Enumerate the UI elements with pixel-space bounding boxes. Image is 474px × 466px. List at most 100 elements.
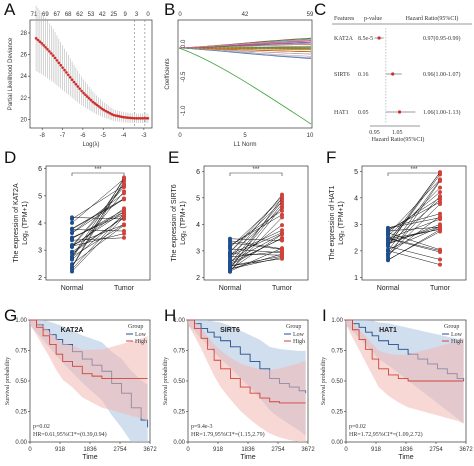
deviance-point [44, 46, 47, 49]
legend-title: Group [128, 324, 143, 330]
x-tick-label: -4 [121, 133, 127, 139]
y-tick-label: 2 [354, 248, 358, 255]
pair-line [387, 203, 441, 256]
tumor-point [438, 178, 442, 183]
deviance-point [57, 61, 61, 65]
pair-line [229, 206, 283, 272]
y-tick-label: 6 [196, 169, 200, 176]
pair-line [229, 253, 283, 256]
panel-g-letter: G [4, 306, 18, 325]
y-tick-label: 0.50 [173, 379, 185, 385]
pair-line [229, 198, 283, 248]
x-tick-label: 10 [307, 133, 314, 139]
y-axis-label: The expression of HAT1 [329, 185, 336, 260]
y-tick-label: -1.0 [181, 105, 187, 116]
y-tick-label: 22 [20, 96, 27, 102]
y-tick-label: 26 [20, 53, 27, 59]
deviance-point [55, 59, 59, 62]
p-value: 8.5e-5 [358, 36, 373, 42]
x-tick-label: 3672 [301, 447, 315, 453]
panel-b-chart: 0 42 59 0 5 10 -1.0 -0.5 0.0 L1 Norm Coefficients [165, 12, 314, 148]
deviance-point [76, 85, 80, 88]
normal-point [70, 254, 74, 259]
deviance-point [59, 63, 63, 67]
pair-line [71, 198, 125, 229]
coefficient-path [178, 43, 312, 49]
hazard-ratio: HR=0.61,95%CI*=(0.39,0.94) [33, 431, 107, 438]
pair-line [387, 237, 441, 251]
top-tick-label: 71 [31, 12, 38, 18]
p-value: p=9.4e-3 [191, 424, 213, 430]
pair-line [387, 191, 441, 236]
panel-e-letter: E [168, 148, 180, 167]
top-tick-label: 9 [124, 12, 128, 18]
normal-point [228, 253, 232, 258]
feature-label: HAT1 [334, 110, 349, 116]
x-tick-label: 1836 [241, 447, 255, 453]
panel-c-forest-plot: Features p-value Hazard Ratio(95%CI) KAT2A 8… [332, 15, 472, 143]
legend-label-low: Low [293, 332, 305, 338]
survival-curve [30, 319, 148, 380]
normal-point [386, 258, 390, 263]
y-tick-label: 1.00 [15, 318, 27, 324]
y-tick-label: 1.00 [173, 318, 185, 324]
deviance-point [97, 104, 100, 108]
x-tick-label: 1836 [399, 447, 413, 453]
group-label: Normal [377, 285, 400, 292]
hazard-ratio-text: 0.97(0.95-0.99) [423, 35, 461, 42]
pair-line [71, 225, 125, 265]
tumor-point [280, 230, 284, 235]
deviance-point [82, 91, 85, 95]
x-axis-label: Log(λ) [82, 142, 99, 148]
y-axis-label: The expression of KAT2A [13, 183, 20, 263]
deviance-point [46, 48, 49, 51]
panel-f-paired-plot: 1 2 3 4 5 Normal Tumor The expression of HAT1 Lo… [329, 165, 467, 292]
pair-line [229, 240, 283, 250]
pair-line [387, 232, 441, 250]
pair-line [229, 203, 283, 268]
y-tick-label: 5 [196, 195, 200, 202]
y-axis-label: Log₂ (TPM+1) [22, 201, 29, 245]
x-tick-label: 5 [243, 133, 247, 139]
plot-frame [177, 19, 313, 129]
pair-line [387, 179, 441, 252]
pair-line [229, 229, 283, 255]
significance-stars: *** [252, 167, 260, 173]
pair-line [71, 185, 125, 220]
plot-frame [29, 19, 153, 129]
pair-line [71, 193, 125, 233]
panel-b: B 0 42 59 0 5 10 -1.0 -0.5 0.0 L1 Norm Coefficient… [160, 0, 320, 148]
pair-line [387, 229, 441, 261]
deviance-point [42, 44, 45, 47]
panel-h-km-plot: 0 918 1836 2754 3672 0.00 0.25 0.50 0.75 1.00 Time… [163, 318, 315, 461]
pair-line [229, 214, 283, 246]
panel-f-letter: F [326, 148, 337, 167]
pair-line [229, 224, 283, 262]
y-tick-label: -0.5 [181, 71, 187, 82]
normal-point [386, 243, 390, 248]
tumor-point [438, 194, 442, 199]
y-tick-label: 0.75 [331, 349, 343, 355]
deviance-point [85, 95, 89, 98]
y-tick-label: 0.25 [331, 410, 343, 416]
deviance-point [78, 87, 81, 90]
y-tick-label: 0.0 [181, 39, 187, 48]
pair-line [229, 237, 283, 266]
x-tick-label: 2754 [429, 447, 443, 453]
tumor-point [122, 229, 126, 234]
y-axis-label: Survival probability [163, 357, 169, 405]
y-tick-label: 0.00 [15, 440, 27, 446]
panel-h: H 0 918 1836 2754 3672 0.00 0.25 0.50 0.75 1.00 Ti… [158, 306, 316, 466]
y-tick-label: 2 [38, 275, 42, 282]
pair-line [71, 224, 125, 246]
legend-label-high: High [135, 339, 147, 345]
x-tick-label: 0 [28, 447, 32, 453]
plot-frame [45, 165, 151, 281]
top-tick-label: 69 [42, 12, 49, 18]
y-tick-label: 4 [196, 222, 200, 229]
x-tick-label: 0 [178, 133, 182, 139]
panel-a-letter: A [4, 0, 16, 19]
pair-line [71, 177, 125, 267]
pair-line [387, 197, 441, 232]
y-axis-label: Log₂ (TPM+1) [338, 201, 345, 245]
